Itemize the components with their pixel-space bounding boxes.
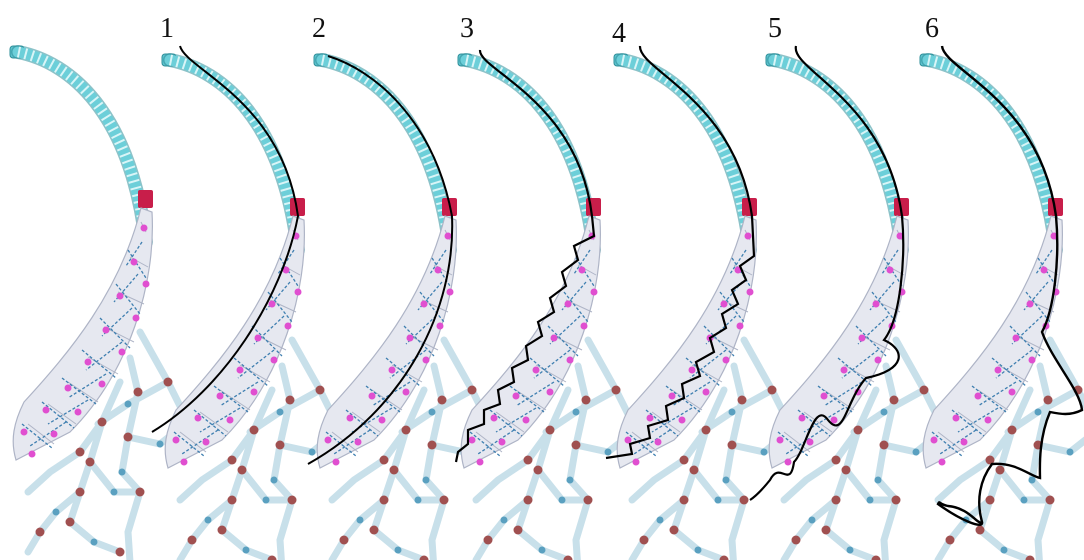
filament-structure-6 (920, 54, 1084, 560)
filament-structure-3 (458, 54, 641, 560)
path-3 (454, 49, 596, 463)
panel-1 (151, 45, 345, 560)
path-2 (307, 55, 454, 465)
panel-5 (749, 45, 949, 560)
panel-4 (605, 45, 797, 560)
panel-3 (456, 50, 641, 560)
path-1 (151, 45, 300, 433)
filament-structure-4 (614, 54, 797, 560)
panel-0 (10, 46, 193, 560)
path-4 (605, 45, 756, 460)
panel-number-4: 4 (612, 18, 626, 49)
panel-number-6: 6 (925, 13, 939, 44)
path-5 (749, 45, 905, 501)
panel-number-2: 2 (312, 13, 326, 44)
panel-number-5: 5 (768, 13, 782, 44)
filament-structure-2 (314, 54, 497, 560)
panel-number-3: 3 (460, 13, 474, 44)
filament-structure-5 (766, 54, 949, 560)
panel-6 (920, 45, 1084, 560)
panel-number-1: 1 (160, 13, 174, 44)
panel-2 (308, 54, 497, 560)
filament-structure-0 (10, 46, 193, 560)
filament-structure-1 (162, 54, 345, 560)
path-6 (936, 45, 1084, 526)
